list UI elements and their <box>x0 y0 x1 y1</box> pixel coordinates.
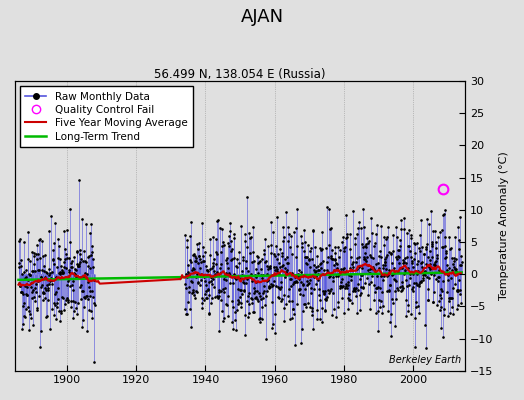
Text: Berkeley Earth: Berkeley Earth <box>389 355 461 365</box>
Legend: Raw Monthly Data, Quality Control Fail, Five Year Moving Average, Long-Term Tren: Raw Monthly Data, Quality Control Fail, … <box>20 86 192 147</box>
Text: AJAN: AJAN <box>241 8 283 26</box>
Y-axis label: Temperature Anomaly (°C): Temperature Anomaly (°C) <box>499 152 509 300</box>
Title: 56.499 N, 138.054 E (Russia): 56.499 N, 138.054 E (Russia) <box>155 68 326 81</box>
